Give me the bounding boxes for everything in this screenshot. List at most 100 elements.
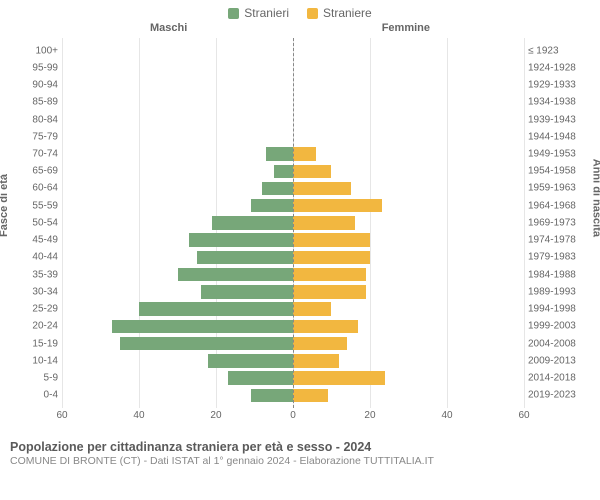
male-half [62,285,293,298]
female-bar [293,320,358,333]
swatch-male [228,8,239,19]
male-half [62,354,293,367]
legend: Stranieri Straniere [0,0,600,22]
x-tick: 60 [56,410,67,421]
legend-label-female: Straniere [323,6,372,20]
male-bar [212,216,293,229]
age-label: 95-99 [20,62,58,73]
female-half [293,251,524,264]
section-header-male: Maschi [150,22,187,34]
age-label: 40-44 [20,252,58,263]
male-half [62,147,293,160]
male-bar [189,233,293,246]
female-half [293,268,524,281]
male-bar [112,320,293,333]
birth-label: 1949-1953 [528,149,588,160]
female-half [293,371,524,384]
male-half [62,302,293,315]
male-half [62,44,293,57]
x-axis: 6040200204060 [62,410,524,430]
x-tick: 60 [518,410,529,421]
female-bar [293,251,370,264]
birth-label: 1944-1948 [528,131,588,142]
male-half [62,165,293,178]
footer-title: Popolazione per cittadinanza straniera p… [10,440,590,454]
female-half [293,165,524,178]
age-label: 100+ [20,45,58,56]
male-half [62,96,293,109]
male-half [62,371,293,384]
footer: Popolazione per cittadinanza straniera p… [0,436,600,467]
female-bar [293,302,331,315]
birth-label: 1969-1973 [528,217,588,228]
female-half [293,320,524,333]
age-label: 60-64 [20,183,58,194]
age-label: 5-9 [20,373,58,384]
female-bar [293,337,347,350]
plot-area: 100+≤ 192395-991924-192890-941929-193385… [62,38,524,408]
center-axis [293,38,294,408]
x-tick: 20 [364,410,375,421]
female-half [293,130,524,143]
age-label: 20-24 [20,321,58,332]
chart: Fasce di età Anni di nascita 100+≤ 19239… [0,38,600,436]
male-half [62,182,293,195]
male-half [62,337,293,350]
male-bar [274,165,293,178]
male-half [62,199,293,212]
female-bar [293,216,355,229]
male-half [62,113,293,126]
female-half [293,44,524,57]
birth-label: 1989-1993 [528,286,588,297]
age-label: 0-4 [20,390,58,401]
male-bar [262,182,293,195]
female-bar [293,354,339,367]
y-axis-left-title: Fasce di età [0,174,10,237]
male-bar [178,268,294,281]
male-bar [228,371,293,384]
legend-label-male: Stranieri [244,6,289,20]
age-label: 75-79 [20,131,58,142]
male-bar [266,147,293,160]
female-bar [293,371,385,384]
legend-item-female: Straniere [307,6,372,20]
female-half [293,199,524,212]
birth-label: 1984-1988 [528,269,588,280]
birth-label: 2019-2023 [528,390,588,401]
male-half [62,233,293,246]
male-half [62,61,293,74]
age-label: 45-49 [20,235,58,246]
birth-label: 2014-2018 [528,373,588,384]
male-half [62,130,293,143]
female-bar [293,182,351,195]
female-half [293,182,524,195]
female-half [293,285,524,298]
age-label: 85-89 [20,97,58,108]
female-half [293,216,524,229]
male-bar [120,337,293,350]
birth-label: 1954-1958 [528,166,588,177]
female-half [293,389,524,402]
female-bar [293,147,316,160]
age-label: 50-54 [20,217,58,228]
male-half [62,216,293,229]
birth-label: 1974-1978 [528,235,588,246]
birth-label: 1939-1943 [528,114,588,125]
birth-label: 1999-2003 [528,321,588,332]
male-bar [251,389,293,402]
female-half [293,302,524,315]
female-half [293,337,524,350]
age-label: 15-19 [20,338,58,349]
birth-label: 1934-1938 [528,97,588,108]
birth-label: 1959-1963 [528,183,588,194]
birth-label: 1964-1968 [528,200,588,211]
section-headers: Maschi Femmine [0,22,600,36]
male-bar [201,285,293,298]
female-half [293,113,524,126]
age-label: 35-39 [20,269,58,280]
y-axis-right-title: Anni di nascita [590,159,600,237]
age-label: 25-29 [20,304,58,315]
female-half [293,147,524,160]
x-tick: 40 [441,410,452,421]
female-half [293,78,524,91]
